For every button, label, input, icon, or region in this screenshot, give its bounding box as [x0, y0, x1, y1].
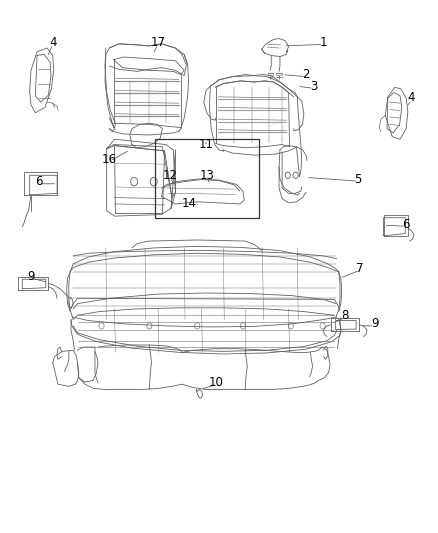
Text: 6: 6: [403, 217, 410, 231]
Text: 4: 4: [408, 91, 415, 104]
Text: 9: 9: [371, 317, 378, 330]
Text: 2: 2: [302, 68, 310, 81]
Text: 6: 6: [35, 175, 42, 188]
Text: 11: 11: [198, 138, 213, 151]
Text: 3: 3: [310, 80, 318, 93]
Text: 1: 1: [320, 36, 327, 49]
Text: 10: 10: [209, 376, 224, 389]
Text: 4: 4: [49, 36, 57, 49]
Text: 9: 9: [27, 270, 35, 282]
Text: 12: 12: [163, 169, 178, 182]
Text: 7: 7: [356, 262, 364, 274]
Text: 14: 14: [182, 197, 197, 211]
Text: 17: 17: [151, 36, 166, 49]
Text: 13: 13: [199, 169, 214, 182]
Text: 8: 8: [342, 309, 349, 322]
Text: 5: 5: [355, 173, 362, 185]
Text: 16: 16: [102, 153, 117, 166]
Bar: [155, 139, 259, 217]
